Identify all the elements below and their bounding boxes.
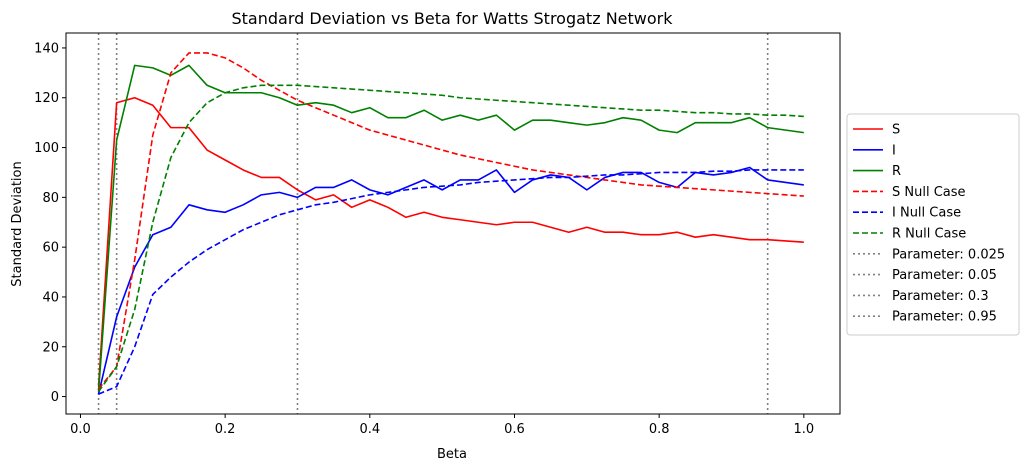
legend-item-s: S — [853, 123, 900, 138]
y-axis: 0 20 40 60 80 100 120 140 — [34, 41, 66, 405]
legend-item-parameter-0-05: Parameter: 0.05 — [853, 268, 997, 283]
legend-label: Parameter: 0.025 — [892, 247, 1005, 262]
legend: SIR S Null Case I Null Case R Null Case Para… — [846, 113, 1020, 336]
x-tick-label: 0.4 — [359, 422, 380, 437]
series-line-i-null-case — [98, 169, 804, 395]
legend-item-parameter-0-95: Parameter: 0.95 — [853, 310, 997, 325]
legend-label: Parameter: 0.05 — [892, 268, 997, 283]
legend-label: R Null Case — [892, 227, 966, 242]
x-tick-label: 0.8 — [649, 422, 670, 437]
y-tick-label: 120 — [34, 91, 59, 106]
x-axis-label: Beta — [437, 447, 467, 462]
legend-box — [846, 113, 1020, 336]
x-tick-label: 0.6 — [504, 422, 525, 437]
legend-label: Parameter: 0.3 — [892, 289, 989, 304]
series-line-s — [97, 96, 804, 387]
chart-title: Standard Deviation vs Beta for Watts Str… — [232, 9, 674, 28]
legend-item-parameter-0-3: Parameter: 0.3 — [853, 289, 989, 304]
legend-item-s-null-case: S Null Case — [853, 185, 966, 200]
legend-label: S — [892, 123, 900, 138]
plot-area — [97, 33, 804, 414]
series-line-r — [97, 64, 804, 392]
y-tick-label: 0 — [51, 390, 59, 405]
y-tick-label: 60 — [42, 241, 59, 256]
legend-item-i-null-case: I Null Case — [853, 206, 961, 221]
x-tick-label: 1.0 — [793, 422, 814, 437]
x-tick-label: 0.0 — [70, 422, 91, 437]
y-tick-label: 80 — [42, 191, 59, 206]
y-tick-label: 140 — [34, 41, 59, 56]
legend-label: I — [892, 143, 896, 158]
series-line-s-null-case — [97, 52, 804, 390]
y-tick-label: 20 — [42, 340, 59, 355]
legend-item-r: R — [853, 164, 901, 179]
legend-item-i: I — [853, 143, 896, 158]
legend-item-parameter-0-025: Parameter: 0.025 — [853, 247, 1005, 262]
y-axis-label: Standard Deviation — [10, 161, 25, 286]
y-tick-label: 40 — [42, 290, 59, 305]
axes-frame — [65, 32, 841, 415]
legend-label: I Null Case — [892, 206, 961, 221]
legend-item-r-null-case: R Null Case — [853, 227, 966, 242]
series-line-r-null-case — [97, 84, 804, 393]
y-tick-label: 100 — [34, 141, 59, 156]
legend-label: Parameter: 0.95 — [892, 310, 997, 325]
legend-label: S Null Case — [892, 185, 966, 200]
x-axis: 0.0 0.2 0.4 0.6 0.8 1.0 — [70, 414, 814, 437]
legend-label: R — [892, 164, 901, 179]
x-tick-label: 0.2 — [215, 422, 236, 437]
